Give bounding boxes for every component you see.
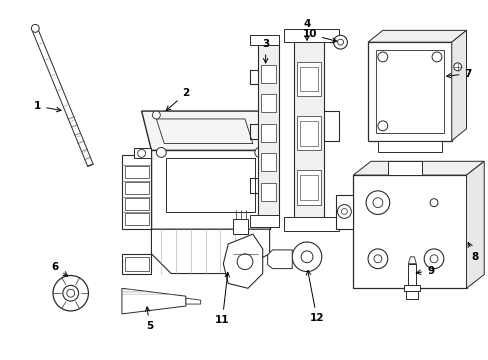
Polygon shape bbox=[223, 234, 262, 288]
Text: 9: 9 bbox=[415, 266, 433, 276]
Bar bbox=[166, 158, 254, 212]
Circle shape bbox=[152, 111, 160, 119]
Polygon shape bbox=[257, 148, 274, 158]
Circle shape bbox=[423, 249, 443, 269]
Bar bbox=[375, 50, 443, 133]
Circle shape bbox=[377, 121, 387, 131]
Bar bbox=[124, 257, 148, 271]
Bar bbox=[124, 182, 148, 194]
Polygon shape bbox=[284, 30, 338, 42]
Bar bbox=[260, 124, 276, 141]
Text: 4: 4 bbox=[303, 19, 310, 40]
Text: 2: 2 bbox=[166, 88, 189, 111]
Bar bbox=[260, 183, 276, 201]
Circle shape bbox=[429, 199, 437, 207]
Circle shape bbox=[63, 285, 79, 301]
Circle shape bbox=[53, 275, 88, 311]
Polygon shape bbox=[133, 148, 151, 158]
Polygon shape bbox=[122, 156, 151, 229]
Bar bbox=[297, 62, 320, 96]
Bar bbox=[297, 170, 320, 204]
Circle shape bbox=[337, 204, 350, 219]
Polygon shape bbox=[151, 150, 269, 229]
Text: 5: 5 bbox=[145, 307, 153, 331]
Circle shape bbox=[377, 52, 387, 62]
Polygon shape bbox=[294, 32, 323, 229]
Polygon shape bbox=[352, 161, 483, 175]
Bar bbox=[260, 94, 276, 112]
Circle shape bbox=[237, 254, 252, 270]
Circle shape bbox=[431, 52, 441, 62]
Polygon shape bbox=[407, 257, 415, 264]
Bar bbox=[377, 141, 441, 152]
Bar bbox=[352, 175, 466, 288]
Polygon shape bbox=[185, 298, 200, 304]
Circle shape bbox=[453, 63, 461, 71]
Circle shape bbox=[138, 149, 145, 157]
Text: 1: 1 bbox=[34, 101, 61, 112]
Bar bbox=[260, 153, 276, 171]
Bar bbox=[124, 213, 148, 225]
Circle shape bbox=[254, 148, 264, 157]
Polygon shape bbox=[335, 195, 352, 229]
Polygon shape bbox=[257, 40, 279, 222]
Bar bbox=[407, 264, 415, 288]
Bar bbox=[124, 166, 148, 178]
Bar bbox=[260, 65, 276, 82]
Bar bbox=[300, 121, 317, 145]
Bar bbox=[404, 285, 419, 291]
Text: 10: 10 bbox=[302, 29, 336, 42]
Polygon shape bbox=[233, 219, 247, 234]
Circle shape bbox=[367, 249, 387, 269]
Circle shape bbox=[261, 149, 269, 157]
Circle shape bbox=[366, 191, 389, 215]
Text: 12: 12 bbox=[306, 270, 324, 323]
Polygon shape bbox=[33, 29, 93, 166]
Polygon shape bbox=[367, 30, 466, 42]
Polygon shape bbox=[249, 215, 279, 227]
Polygon shape bbox=[142, 111, 269, 150]
Text: 8: 8 bbox=[467, 243, 478, 262]
Polygon shape bbox=[284, 217, 338, 231]
Circle shape bbox=[156, 148, 166, 157]
Circle shape bbox=[333, 35, 346, 49]
Polygon shape bbox=[466, 161, 483, 288]
Bar bbox=[406, 291, 417, 299]
Polygon shape bbox=[267, 250, 292, 269]
Text: 3: 3 bbox=[262, 39, 269, 63]
Bar bbox=[300, 67, 317, 91]
Bar bbox=[124, 198, 148, 210]
Polygon shape bbox=[249, 35, 279, 45]
Bar bbox=[300, 175, 317, 200]
Bar bbox=[297, 116, 320, 150]
Polygon shape bbox=[122, 254, 151, 274]
Text: 7: 7 bbox=[446, 69, 471, 79]
Polygon shape bbox=[451, 30, 466, 141]
Text: 6: 6 bbox=[51, 262, 67, 276]
Circle shape bbox=[31, 24, 39, 32]
Text: 11: 11 bbox=[215, 273, 229, 325]
Polygon shape bbox=[151, 229, 269, 274]
Polygon shape bbox=[387, 161, 421, 175]
Circle shape bbox=[292, 242, 321, 271]
Polygon shape bbox=[122, 288, 185, 314]
Bar bbox=[367, 42, 451, 141]
